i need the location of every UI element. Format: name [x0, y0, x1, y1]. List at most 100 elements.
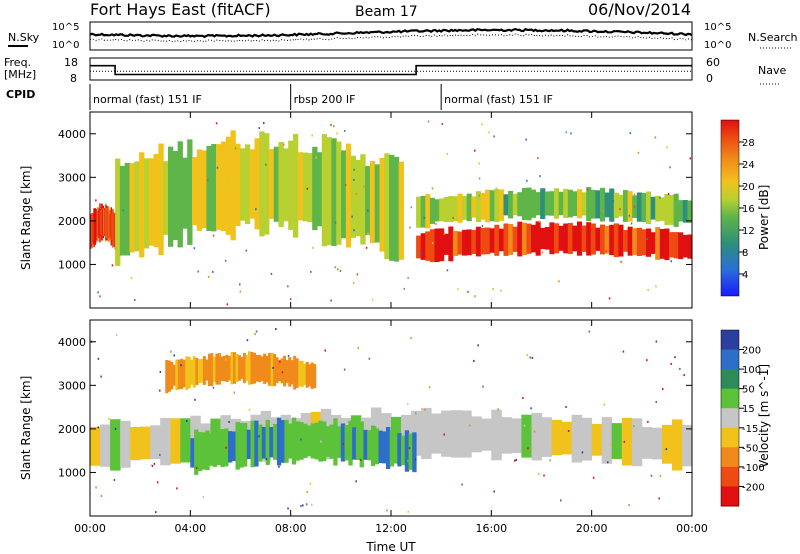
heatmap-cell: [558, 191, 564, 216]
heatmap-point: [305, 503, 308, 506]
heatmap-cell: [220, 429, 225, 467]
heatmap-point: [669, 166, 671, 169]
heatmap-point: [689, 157, 691, 160]
heatmap-cell: [471, 196, 477, 218]
heatmap-point: [427, 120, 430, 123]
heatmap-point: [367, 209, 369, 212]
heatmap-cell: [222, 355, 226, 382]
heatmap-point: [279, 360, 281, 363]
heatmap-point: [351, 215, 353, 218]
heatmap-point: [477, 344, 479, 347]
heatmap-cell: [421, 407, 432, 459]
heatmap-cell: [150, 425, 161, 460]
heatmap-point: [457, 288, 459, 291]
heatmap-point: [170, 350, 172, 353]
heatmap-point: [254, 333, 256, 335]
heatmap-point: [278, 465, 280, 468]
heatmap-cell: [650, 232, 656, 254]
heatmap-cell: [448, 196, 454, 222]
heatmap-cell: [462, 195, 468, 220]
heatmap-cell: [561, 421, 573, 455]
heatmap-cell: [577, 189, 583, 219]
heatmap-cell: [249, 149, 255, 219]
heatmap-point: [628, 504, 630, 507]
heatmap-cell: [659, 197, 665, 221]
heatmap-point: [608, 297, 611, 300]
heatmap-point: [607, 461, 609, 464]
heatmap-cell: [443, 197, 449, 222]
heatmap-point: [628, 214, 631, 217]
heatmap-point: [467, 290, 469, 293]
heatmap-cell: [586, 222, 592, 256]
heatmap-point: [543, 474, 545, 477]
heatmap-point: [281, 371, 284, 374]
heatmap-cell: [485, 227, 491, 255]
heatmap-cell: [613, 223, 619, 258]
heatmap-cell: [153, 154, 159, 248]
heatmap-point: [492, 288, 494, 291]
heatmap-point: [263, 122, 265, 125]
heatmap-point: [275, 328, 277, 330]
heatmap-cell: [655, 195, 661, 222]
heatmap-cell: [288, 357, 292, 387]
heatmap-point: [655, 285, 657, 288]
heatmap-cell: [382, 431, 387, 464]
heatmap-point: [114, 427, 117, 430]
heatmap-cell: [258, 354, 262, 382]
heatmap-point: [531, 357, 534, 359]
heatmap-cell: [531, 224, 537, 253]
heatmap-cell: [329, 424, 334, 459]
heatmap-cell: [163, 161, 169, 235]
heatmap-point: [409, 226, 411, 229]
heatmap-point: [283, 143, 285, 146]
heatmap-point: [365, 246, 368, 249]
heatmap-point: [655, 340, 658, 343]
noise-panel: N.Sky 10^5 10^0 10^5 10^0 N.Search: [8, 21, 798, 51]
colorbar-tick-label: 50: [742, 385, 755, 396]
heatmap-point: [633, 193, 636, 196]
heatmap-cell: [551, 419, 562, 456]
noise-search-line: [89, 33, 693, 43]
heatmap-cell: [471, 416, 482, 453]
heatmap-point: [538, 472, 540, 475]
heatmap-cell: [165, 360, 169, 394]
heatmap-point: [565, 131, 567, 134]
heatmap-point: [111, 264, 114, 267]
heatmap-cell: [682, 234, 688, 258]
power-colorbar: [720, 119, 740, 297]
heatmap-cell: [317, 152, 323, 227]
heatmap-cell: [558, 225, 564, 251]
heatmap-point: [407, 510, 409, 513]
heatmap-point: [173, 354, 175, 357]
heatmap-cell: [425, 231, 431, 261]
heatmap-cell: [290, 360, 294, 385]
heatmap-point: [246, 339, 249, 342]
heatmap-cell: [217, 353, 221, 385]
colorbar-tick-label: 24: [742, 160, 755, 171]
heatmap-cell: [273, 146, 279, 222]
heatmap-cell: [404, 430, 410, 472]
heatmap-cell: [293, 355, 297, 390]
heatmap-cell: [595, 227, 601, 251]
heatmap-cell: [512, 193, 518, 216]
heatmap-point: [357, 347, 359, 350]
heatmap-point: [97, 426, 99, 429]
heatmap-point: [469, 424, 471, 427]
heatmap-point: [407, 276, 409, 279]
heatmap-point: [386, 509, 388, 512]
heatmap-cell: [526, 187, 532, 221]
velocity-colorbar-segment: [721, 330, 739, 351]
heatmap-cell: [280, 358, 284, 384]
heatmap-cell: [508, 190, 514, 219]
heatmap-point: [265, 163, 267, 166]
heatmap-point: [204, 186, 207, 189]
heatmap-point: [529, 356, 531, 359]
heatmap-point: [598, 212, 601, 215]
heatmap-point: [619, 208, 621, 211]
heatmap-cell: [278, 142, 284, 227]
heatmap-cell: [182, 157, 188, 229]
heatmap-cell: [554, 188, 560, 219]
heatmap-cell: [441, 410, 452, 457]
heatmap-cell: [314, 422, 319, 460]
